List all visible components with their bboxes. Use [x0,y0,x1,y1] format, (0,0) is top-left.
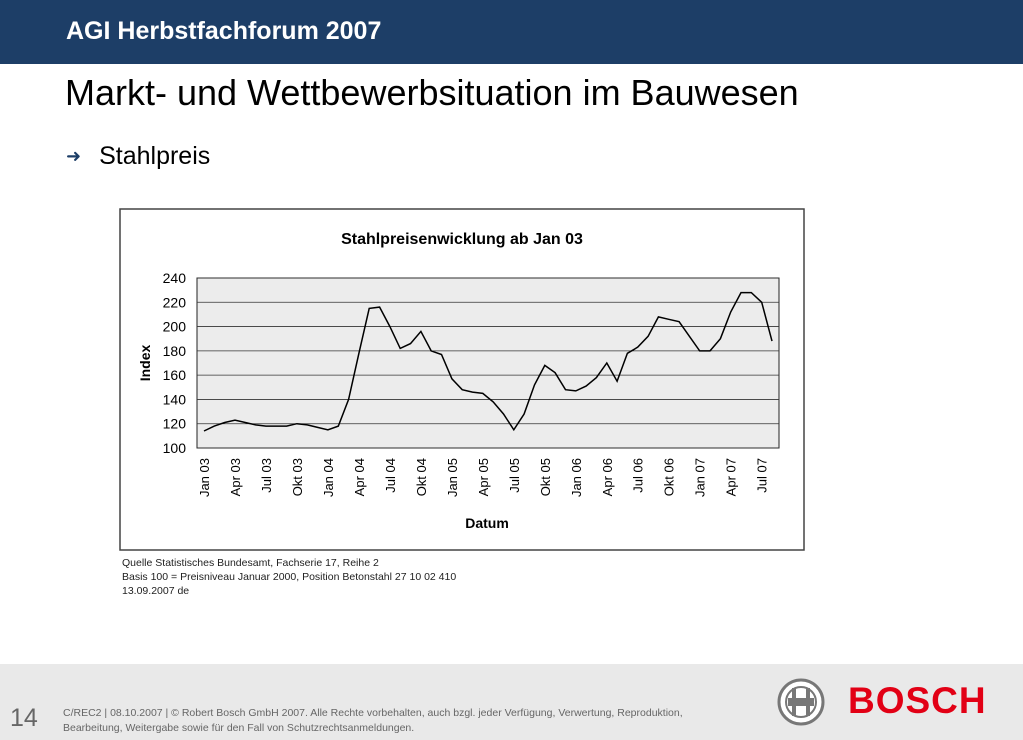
footer-band [0,664,1023,740]
bullet-label: Stahlpreis [99,142,211,170]
page-title: Markt- und Wettbewerbsituation im Bauwes… [65,72,799,113]
y-tick-label: 100 [163,440,187,456]
chart-title: Stahlpreisenwicklung ab Jan 03 [341,231,583,248]
steel-price-chart: 100 120 140 160 180 200 220 240 Jan 03 Apr 03 Jul… [119,208,805,551]
x-tick-label: Okt 05 [538,458,553,496]
y-tick-label: 140 [163,391,187,407]
y-tick-label: 200 [163,319,187,335]
x-tick-label: Okt 04 [414,458,429,496]
y-tick-label: 180 [163,343,187,359]
x-tick-label: Apr 05 [476,458,491,496]
y-tick-labels: 100 120 140 160 180 200 220 240 [163,270,187,456]
bosch-emblem-icon [777,678,825,726]
y-tick-label: 240 [163,270,187,286]
footer-copyright: C/REC2 | 08.10.2007 | © Robert Bosch Gmb… [63,706,743,736]
bosch-logo: BOSCH [848,680,987,721]
y-tick-label: 160 [163,367,187,383]
source-line: Basis 100 = Preisniveau Januar 2000, Pos… [122,571,457,583]
x-tick-label: Jan 05 [445,458,460,497]
grid-lines [197,277,779,449]
arrow-right-icon: ➜ [66,146,82,166]
x-tick-label: Okt 06 [662,458,677,496]
x-tick-label: Okt 03 [290,458,305,496]
x-tick-label: Jul 03 [259,458,274,493]
source-line: Quelle Statistisches Bundesamt, Fachseri… [122,557,379,569]
x-tick-label: Jan 03 [197,458,212,497]
x-tick-label: Jan 04 [321,458,336,497]
x-tick-label: Apr 03 [228,458,243,496]
x-tick-label: Jul 06 [631,458,646,493]
x-tick-label: Apr 04 [352,458,367,496]
bullet-item: ➜ Stahlpreis [66,142,210,171]
x-tick-label: Apr 06 [600,458,615,496]
header-band [0,0,1023,64]
chart-source: Quelle Statistisches Bundesamt, Fachseri… [122,556,456,598]
footer-line: C/REC2 | 08.10.2007 | © Robert Bosch Gmb… [63,707,683,719]
source-line: 13.09.2007 de [122,585,190,597]
footer-line: Bearbeitung, Weitergabe sowie für den Fa… [63,722,415,734]
page-number: 14 [10,704,38,732]
x-tick-label: Jul 05 [507,458,522,493]
x-tick-label: Jul 07 [755,458,770,493]
x-tick-labels: Jan 03 Apr 03 Jul 03 Okt 03 Jan 04 Apr 04 Jul … [197,458,770,497]
plot-area [196,277,780,449]
x-tick-label: Apr 07 [724,458,739,496]
series-line [203,291,773,432]
x-tick-label: Jan 06 [569,458,584,497]
y-tick-label: 220 [163,294,187,310]
header-title: AGI Herbstfachforum 2007 [66,17,382,45]
y-tick-label: 120 [163,416,187,432]
x-axis-label: Datum [465,515,509,531]
x-tick-label: Jul 04 [383,458,398,493]
x-tick-label: Jan 07 [693,458,708,497]
y-axis-label: Index [137,345,153,382]
